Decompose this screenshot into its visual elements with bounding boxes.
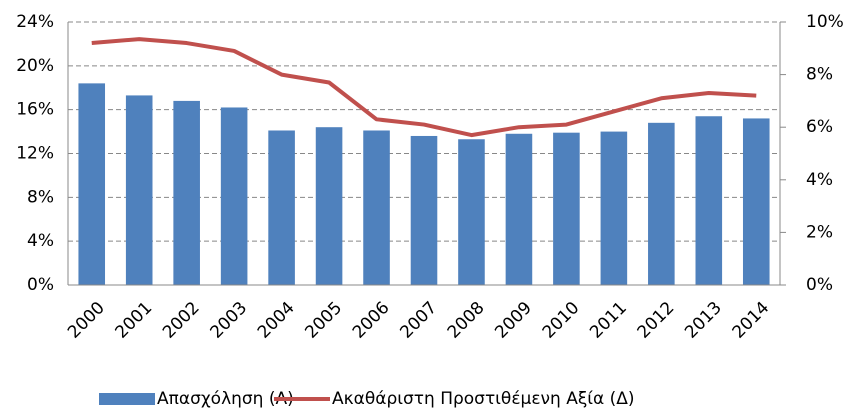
x-tick-label: 2013 bbox=[681, 298, 726, 343]
x-tick-label: 2007 bbox=[396, 298, 441, 343]
x-tick-label: 2012 bbox=[634, 298, 679, 343]
y-tick-label: 8% bbox=[27, 187, 54, 207]
y-tick-label: 24% bbox=[16, 12, 54, 32]
bar bbox=[315, 127, 343, 285]
x-tick-label: 2001 bbox=[112, 298, 157, 343]
x-tick-label: 2000 bbox=[64, 298, 109, 343]
y-tick-label: 20% bbox=[16, 56, 54, 76]
bar bbox=[695, 116, 723, 285]
y-tick-label: 12% bbox=[16, 144, 54, 164]
bar bbox=[648, 122, 675, 285]
legend-label: Απασχόληση (Α) bbox=[157, 389, 294, 409]
bar bbox=[173, 100, 200, 286]
x-tick-label: 2004 bbox=[254, 298, 299, 343]
x-tick-label: 2011 bbox=[586, 298, 631, 343]
bar bbox=[363, 130, 390, 285]
y2-tick-label: 0% bbox=[806, 275, 833, 295]
y2-tick-label: 4% bbox=[806, 170, 833, 190]
legend-label: Ακαθάριστη Προστιθέμενη Αξία (Δ) bbox=[332, 389, 635, 409]
bar bbox=[268, 130, 295, 285]
x-tick-label: 2005 bbox=[301, 298, 346, 343]
y2-tick-label: 6% bbox=[806, 117, 833, 137]
legend-swatch bbox=[99, 393, 155, 405]
y-tick-label: 0% bbox=[27, 275, 54, 295]
bar bbox=[505, 133, 533, 285]
bar bbox=[78, 83, 106, 285]
y2-tick-label: 2% bbox=[806, 222, 833, 242]
y-tick-label: 16% bbox=[16, 100, 54, 120]
x-tick-label: 2010 bbox=[539, 298, 584, 343]
bar bbox=[553, 132, 580, 285]
bar bbox=[600, 131, 628, 285]
line bbox=[91, 37, 757, 138]
x-tick-label: 2014 bbox=[729, 298, 774, 343]
y2-tick-label: 8% bbox=[806, 65, 833, 85]
bar bbox=[742, 118, 770, 285]
x-tick-label: 2008 bbox=[444, 298, 489, 343]
x-tick-label: 2003 bbox=[206, 298, 251, 343]
bar bbox=[410, 135, 438, 285]
bar bbox=[458, 139, 485, 285]
x-tick-label: 2006 bbox=[349, 298, 394, 343]
bar bbox=[220, 107, 248, 285]
y-tick-label: 4% bbox=[27, 231, 54, 251]
bar bbox=[125, 95, 153, 285]
y2-tick-label: 10% bbox=[806, 12, 844, 32]
x-tick-label: 2009 bbox=[491, 298, 536, 343]
x-tick-label: 2002 bbox=[159, 298, 204, 343]
